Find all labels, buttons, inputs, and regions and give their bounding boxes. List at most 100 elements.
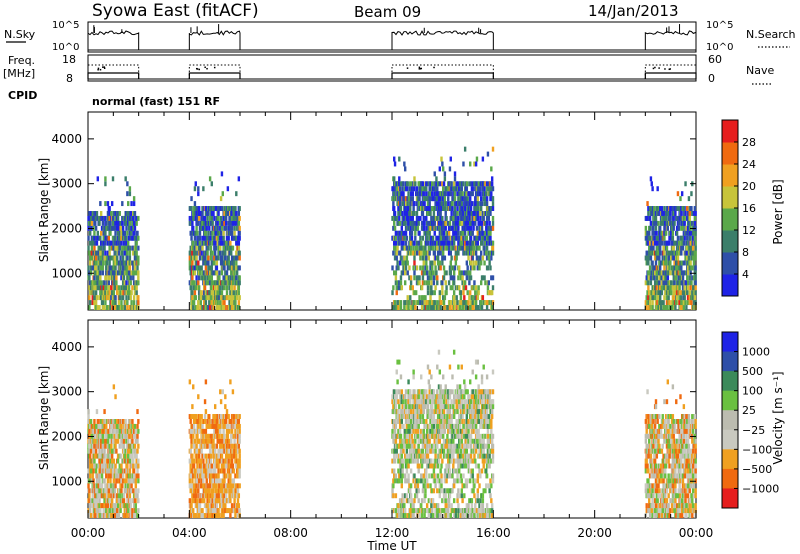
echo-cell — [677, 225, 680, 231]
echo-cell — [485, 305, 489, 310]
cpid-label: CPID — [8, 89, 37, 102]
echo-cell — [439, 265, 442, 271]
echo-cell — [101, 305, 105, 310]
echo-cell — [129, 280, 132, 286]
echo-cell — [215, 270, 219, 276]
echo-cell — [438, 166, 442, 172]
echo-cell — [208, 270, 212, 276]
echo-cell — [223, 211, 226, 216]
echo-cell — [474, 300, 478, 306]
echo-cell — [431, 206, 434, 211]
echo-cell — [469, 211, 472, 216]
echo-cell — [99, 419, 103, 424]
echo-cell — [201, 508, 204, 514]
echo-cell — [403, 300, 406, 306]
y-tick-label: 3000 — [51, 177, 82, 191]
echo-cell — [221, 493, 224, 499]
echo-cell — [94, 265, 98, 271]
echo-cell — [425, 230, 429, 236]
echo-cell — [408, 275, 411, 281]
echo-cell — [474, 186, 477, 192]
echo-cell — [205, 478, 208, 484]
echo-cell — [195, 483, 198, 489]
echo-cell — [207, 280, 210, 286]
echo-cell — [206, 443, 209, 449]
echo-cell — [429, 225, 432, 231]
echo-cell — [669, 270, 672, 276]
echo-cell — [98, 245, 101, 251]
echo-cell — [191, 458, 194, 464]
echo-cell — [463, 146, 467, 152]
echo-cell — [89, 285, 93, 291]
echo-cell — [94, 260, 98, 266]
echo-cell — [136, 468, 139, 474]
echo-cell — [94, 215, 98, 221]
echo-cell — [684, 250, 687, 256]
echo-cell — [197, 245, 201, 251]
echo-cell — [660, 285, 664, 291]
echo-cell — [133, 260, 137, 266]
echo-cell — [96, 235, 100, 241]
echo-cell — [692, 300, 696, 306]
echo-cell — [114, 235, 117, 241]
echo-cell — [680, 300, 683, 306]
echo-cell — [203, 255, 207, 261]
velocity-echo-cells — [87, 349, 697, 518]
echo-cell — [471, 191, 474, 197]
echo-cell — [648, 235, 651, 241]
echo-cell — [197, 428, 201, 434]
echo-cell — [126, 211, 129, 216]
echo-cell — [238, 206, 241, 211]
echo-cell — [88, 488, 91, 494]
echo-cell — [91, 428, 94, 434]
echo-cell — [100, 458, 104, 464]
echo-cell — [95, 295, 99, 301]
echo-cell — [410, 235, 414, 241]
echo-cell — [489, 230, 492, 236]
echo-cell — [680, 191, 684, 197]
echo-cell — [226, 483, 230, 489]
echo-cell — [448, 305, 452, 310]
echo-cell — [432, 305, 436, 310]
echo-cell — [99, 211, 103, 216]
echo-cell — [219, 389, 222, 395]
echo-cell — [461, 196, 464, 202]
nave-dot — [664, 68, 666, 70]
echo-cell — [679, 275, 682, 281]
echo-cell — [396, 260, 399, 266]
echo-cell — [395, 230, 398, 236]
echo-cell — [201, 235, 204, 241]
echo-cell — [210, 181, 214, 187]
echo-cell — [109, 265, 112, 271]
echo-cell — [486, 235, 490, 241]
echo-cell — [215, 235, 219, 241]
echo-cell — [207, 473, 210, 479]
echo-cell — [229, 240, 232, 246]
echo-cell — [120, 433, 123, 439]
echo-cell — [395, 265, 398, 271]
echo-cell — [237, 285, 241, 291]
echo-cell — [688, 215, 691, 221]
echo-cell — [131, 513, 134, 518]
echo-cell — [137, 488, 140, 494]
echo-cell — [449, 156, 452, 162]
echo-cell — [468, 280, 471, 286]
echo-cell — [208, 463, 212, 469]
echo-cell — [405, 186, 409, 192]
echo-cell — [125, 270, 128, 276]
echo-cell — [218, 433, 221, 439]
echo-cell — [478, 235, 481, 241]
echo-cell — [192, 305, 195, 310]
echo-cell — [206, 275, 209, 281]
echo-cell — [205, 503, 208, 509]
echo-cell — [665, 280, 669, 286]
echo-cell — [394, 275, 398, 281]
echo-cell — [210, 463, 214, 469]
echo-cell — [433, 191, 436, 197]
echo-cell — [416, 280, 420, 286]
echo-cell — [441, 181, 444, 187]
echo-cell — [209, 453, 213, 459]
echo-cell — [192, 458, 196, 464]
echo-cell — [210, 270, 214, 276]
